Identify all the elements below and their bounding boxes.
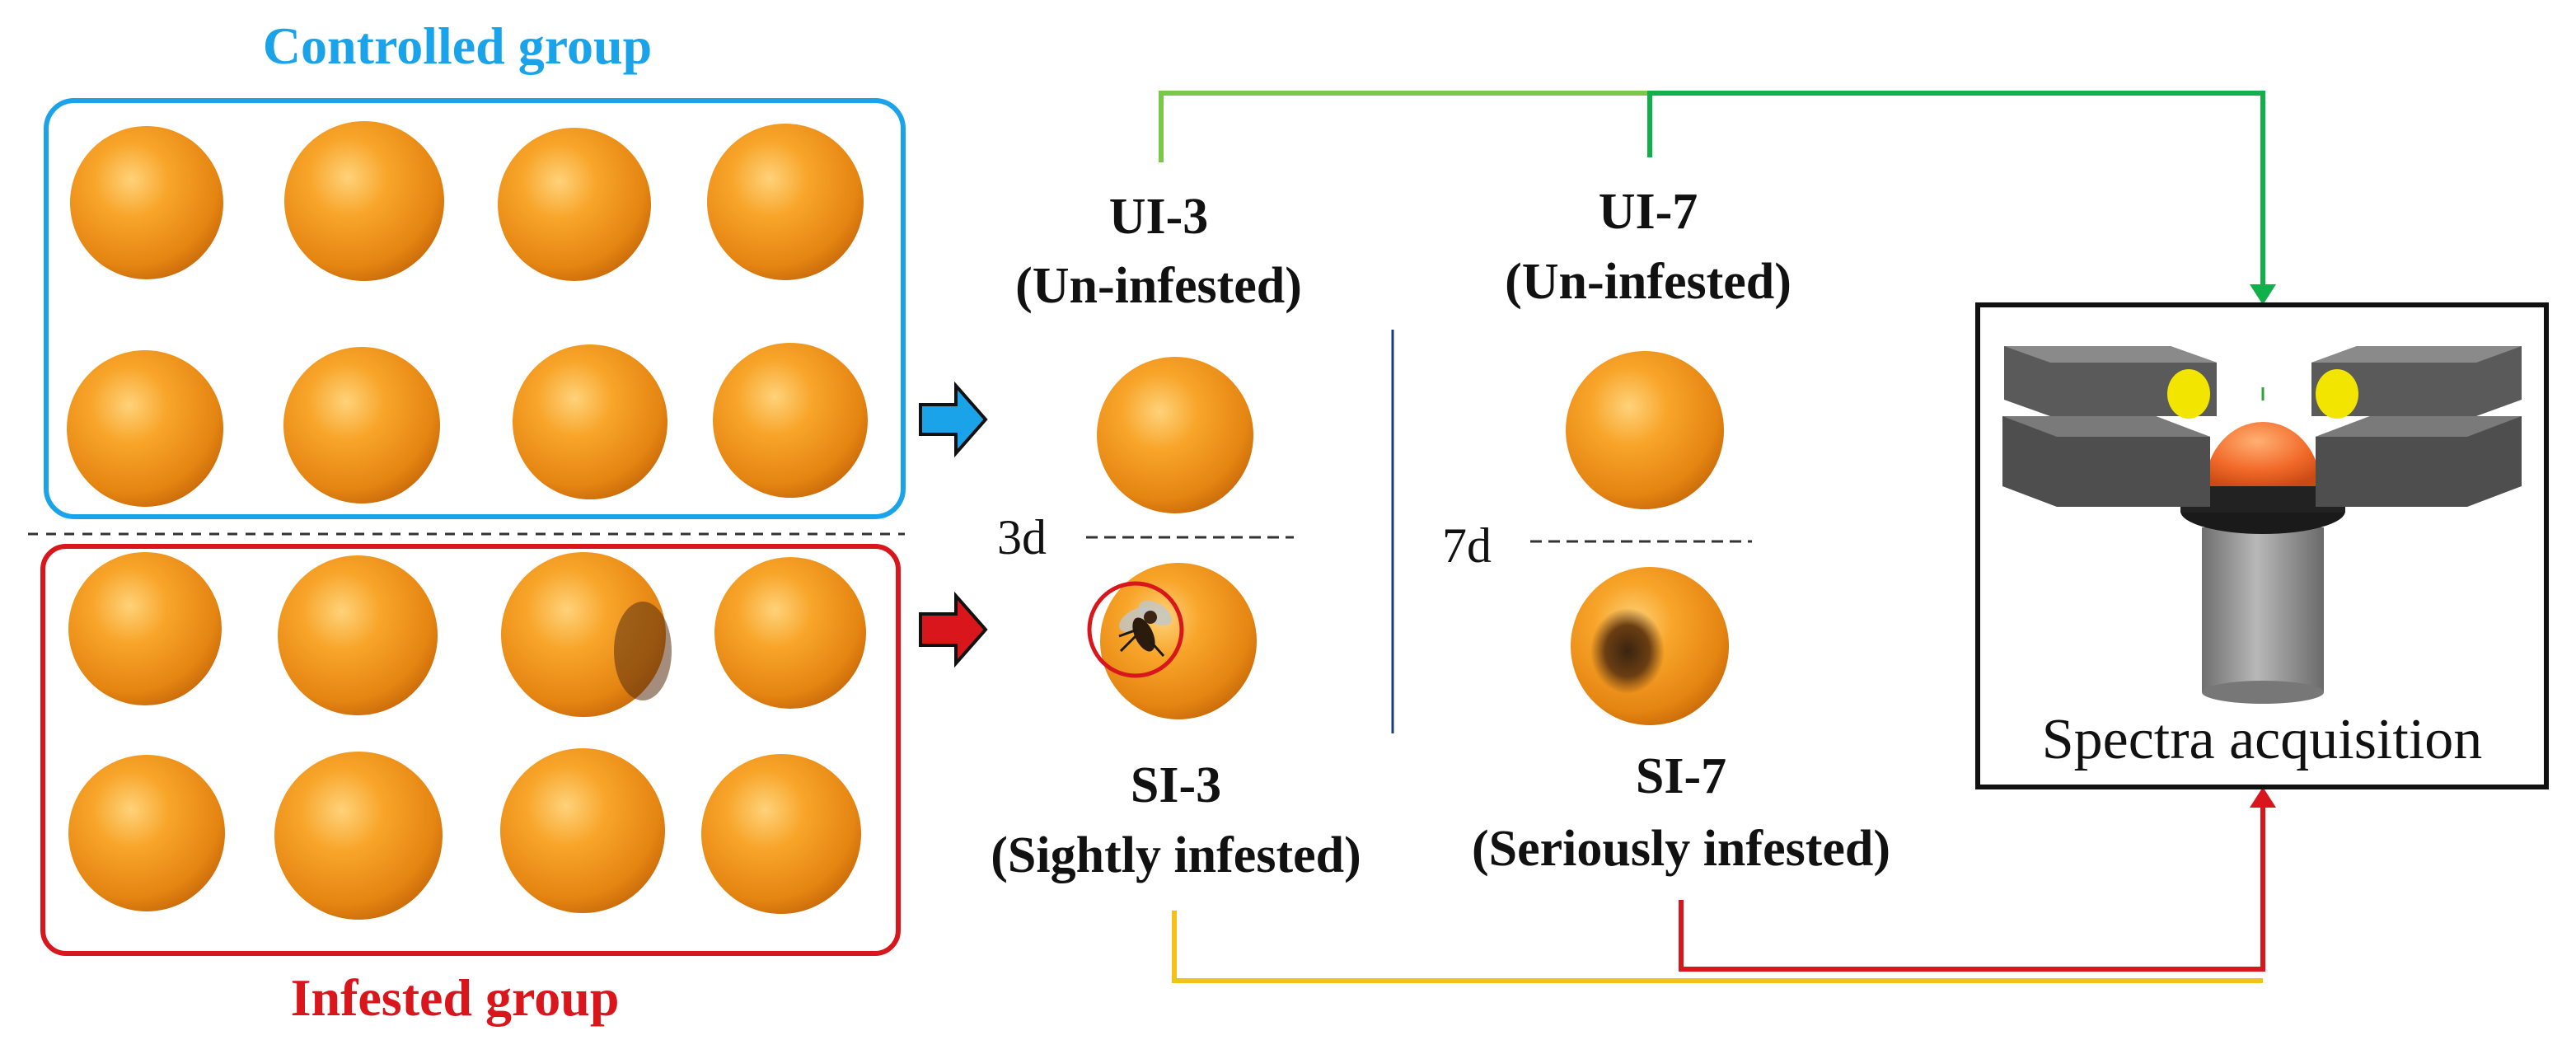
si3-to-device-line: [1172, 911, 2263, 983]
blue-arrow-icon: [919, 381, 988, 458]
orange-fruit: [498, 128, 651, 281]
ui3-code: UI-3: [1109, 189, 1209, 245]
orange-fruit: [68, 552, 222, 705]
device-label: Spectra acquisition: [2042, 708, 2483, 771]
ui3-desc: (Un-infested): [1015, 258, 1302, 314]
bruise-spot: [614, 602, 672, 700]
infestation-highlight: [1087, 581, 1184, 678]
orange-fruit: [283, 347, 440, 504]
day-7-label: 7d: [1442, 518, 1492, 573]
orange-fruit: [701, 754, 861, 914]
si3-code: SI-3: [1131, 757, 1221, 813]
orange-fruit: [68, 755, 225, 911]
orange-fruit: [274, 752, 443, 920]
orange-fruit: [513, 344, 667, 499]
arrow-down-icon: [2250, 284, 2276, 305]
orange-fruit: [70, 126, 223, 279]
ui3-to-device-line: [1159, 91, 1650, 162]
spectrometer-device-icon: [2002, 346, 2522, 704]
si7-to-device-line: [1679, 799, 2265, 972]
orange-fruit: [67, 350, 223, 507]
orange-fruit: [714, 557, 866, 709]
orange-fruit: [278, 555, 438, 715]
controlled-oranges: [67, 121, 868, 507]
fruit-fly-icon: [1118, 600, 1172, 657]
si7-desc: (Seriously infested): [1472, 821, 1890, 877]
controlled-group-box: [44, 98, 906, 519]
ui7-orange: [1566, 351, 1724, 509]
orange-fruit: [284, 121, 444, 281]
orange-fruit: [707, 124, 864, 280]
orange-fruit: [500, 748, 665, 913]
infested-group-title: Infested group: [291, 968, 620, 1027]
si3-desc: (Sightly infested): [991, 827, 1361, 883]
day-3-label: 3d: [997, 510, 1047, 564]
ui7-to-device-line: [1647, 91, 2265, 291]
ui3-orange: [1097, 357, 1253, 513]
controlled-group-title: Controlled group: [263, 16, 652, 75]
ui7-desc: (Un-infested): [1505, 254, 1791, 310]
si7-code: SI-7: [1636, 748, 1726, 804]
arrow-up-icon: [2250, 787, 2276, 808]
red-arrow-icon: [919, 591, 988, 668]
infested-group-box: [40, 544, 901, 956]
ui7-code: UI-7: [1599, 184, 1698, 240]
rot-spot: [1590, 608, 1665, 694]
infested-oranges: [68, 552, 866, 920]
orange-fruit: [713, 343, 868, 498]
